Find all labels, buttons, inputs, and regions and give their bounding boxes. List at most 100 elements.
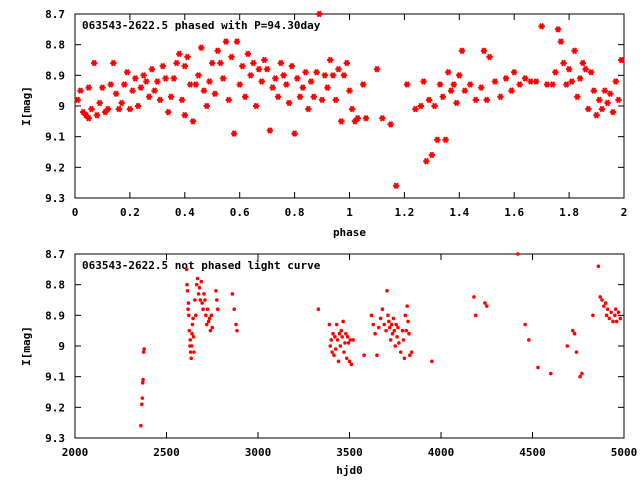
data-point [436, 81, 444, 88]
data-point [602, 304, 606, 308]
data-point [527, 78, 534, 85]
data-point [134, 102, 142, 110]
data-point [434, 136, 441, 144]
data-point [143, 78, 150, 85]
data-point [579, 59, 586, 67]
data-point [338, 344, 343, 348]
data-point [565, 65, 573, 73]
data-point [142, 347, 146, 351]
data-point [236, 81, 243, 88]
data-point [341, 319, 345, 324]
data-point [192, 350, 196, 354]
data-point [349, 362, 354, 367]
y-tick-label: 9.3 [45, 432, 65, 445]
y-tick-label: 8.7 [45, 248, 65, 261]
data-point [568, 78, 575, 85]
data-point [230, 292, 235, 296]
data-point [343, 341, 347, 345]
data-point [396, 325, 400, 330]
y-axis-label: I[mag] [20, 326, 33, 366]
data-point [428, 151, 436, 159]
data-point [294, 75, 301, 82]
data-point [204, 322, 209, 327]
data-point [407, 331, 411, 336]
data-point [170, 75, 177, 82]
data-point [587, 68, 595, 76]
data-point [185, 282, 189, 287]
x-tick-label: 1.2 [394, 206, 414, 219]
data-point [376, 325, 381, 330]
data-point [384, 328, 388, 333]
data-point [402, 356, 407, 361]
data-point [480, 47, 488, 55]
data-point [447, 87, 455, 94]
data-point [187, 328, 192, 333]
data-point [139, 423, 143, 428]
data-point [217, 59, 224, 67]
data-point [390, 331, 395, 336]
x-tick-label: 2500 [153, 446, 180, 459]
data-point [195, 72, 202, 79]
data-point [458, 47, 466, 55]
y-tick-label: 9.3 [45, 192, 65, 205]
data-point [205, 307, 210, 312]
data-point [110, 59, 117, 67]
data-point [552, 68, 559, 76]
data-point [145, 93, 153, 101]
data-point [423, 157, 430, 165]
x-axis-label: hjd0 [336, 464, 363, 477]
data-point [185, 289, 190, 293]
y-tick-label: 9.1 [45, 371, 65, 384]
data-point [91, 59, 98, 67]
y-axis-label: I[mag] [20, 86, 33, 126]
data-point [354, 114, 361, 122]
data-point [596, 264, 601, 269]
data-point [162, 75, 169, 82]
data-point [582, 65, 589, 73]
y-tick-label: 9 [58, 100, 65, 113]
data-point [269, 84, 276, 91]
data-point [603, 301, 608, 305]
data-point [373, 65, 381, 73]
data-point [511, 68, 518, 76]
data-point [299, 84, 306, 91]
x-tick-label: 1.4 [449, 206, 469, 219]
data-point [442, 136, 449, 144]
y-tick-label: 8.7 [45, 8, 65, 21]
data-point [198, 298, 203, 302]
data-point [331, 331, 335, 336]
y-tick-label: 8.9 [45, 309, 65, 322]
data-point [261, 56, 268, 64]
data-point [618, 316, 623, 321]
data-point [572, 331, 577, 336]
data-point [604, 99, 611, 107]
data-point [165, 108, 172, 116]
data-point [375, 353, 379, 358]
data-point [99, 84, 106, 91]
data-point [397, 341, 401, 345]
data-point [93, 111, 101, 119]
data-point [188, 350, 193, 354]
data-point [189, 118, 197, 125]
x-axis-label: phase [333, 226, 366, 239]
data-point [340, 335, 344, 339]
data-point [113, 90, 120, 98]
data-point [115, 105, 123, 113]
data-point [139, 402, 144, 407]
data-point [184, 267, 189, 272]
data-point [235, 328, 239, 333]
data-point [560, 59, 567, 67]
data-point [478, 84, 485, 91]
data-point [313, 68, 320, 76]
data-point [618, 56, 625, 64]
data-point [190, 322, 195, 327]
data-point [453, 99, 460, 107]
x-tick-label: 0.2 [120, 206, 140, 219]
data-point [401, 338, 406, 342]
data-point [195, 276, 200, 281]
data-points [74, 10, 625, 190]
data-point [386, 313, 390, 318]
data-point [563, 81, 570, 88]
data-point [232, 307, 237, 312]
y-tick-label: 8.9 [45, 69, 65, 82]
